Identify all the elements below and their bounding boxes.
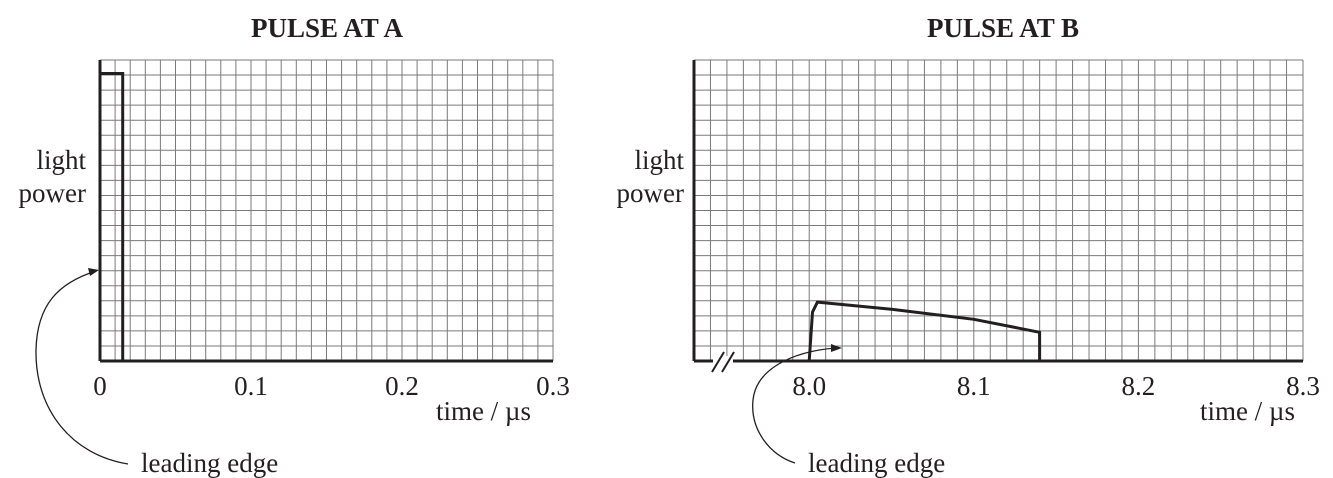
arrowhead-icon-b bbox=[831, 344, 842, 352]
axis-break-mark-2 bbox=[721, 351, 735, 373]
annotation-leading-edge-a: leading edge bbox=[141, 448, 278, 478]
x-tick-labels-a: 0 0.1 0.2 0.3 bbox=[93, 371, 570, 401]
y-axis-label-line2-b: power bbox=[617, 178, 684, 208]
series-b bbox=[807, 300, 1042, 362]
y-axis-label-line1-a: light bbox=[36, 145, 86, 175]
chart-pulse-a: PULSE AT A 0 0.1 0.2 0.3 light power time /… bbox=[19, 13, 570, 478]
x-tick-labels-b: 8.0 8.1 8.2 8.3 bbox=[792, 371, 1320, 401]
pulse-series-line bbox=[807, 300, 1042, 362]
pulse-series-line bbox=[98, 72, 125, 361]
axis-break-mark-1 bbox=[711, 351, 725, 373]
y-axis-label-line1-b: light bbox=[634, 145, 684, 175]
annotation-leading-edge-b: leading edge bbox=[808, 448, 945, 478]
grid-b bbox=[693, 59, 1304, 362]
x-tick-label: 0.3 bbox=[536, 371, 570, 401]
grid-a bbox=[99, 59, 554, 362]
y-axis-label-line2-a: power bbox=[19, 178, 86, 208]
chart-title-b: PULSE AT B bbox=[927, 13, 1079, 43]
leading-edge-arrow-a bbox=[35, 270, 129, 465]
chart-pulse-b: PULSE AT B 8.0 8.1 8.2 8.3 light power time… bbox=[617, 13, 1320, 478]
x-tick-label: 8.3 bbox=[1286, 371, 1320, 401]
leading-edge-arrow-b bbox=[752, 347, 836, 464]
x-tick-label: 8.0 bbox=[792, 371, 826, 401]
series-a bbox=[98, 72, 125, 361]
arrowhead-icon-a bbox=[88, 268, 99, 276]
x-tick-label: 0 bbox=[93, 371, 107, 401]
chart-title-a: PULSE AT A bbox=[251, 13, 404, 43]
x-tick-label: 0.2 bbox=[385, 371, 419, 401]
x-tick-label: 8.2 bbox=[1122, 371, 1156, 401]
x-axis-label-b: time / µs bbox=[1200, 396, 1295, 426]
x-axis-label-a: time / µs bbox=[436, 396, 531, 426]
x-tick-label: 0.1 bbox=[234, 371, 268, 401]
x-tick-label: 8.1 bbox=[957, 371, 991, 401]
axis-break-gap bbox=[713, 356, 733, 366]
